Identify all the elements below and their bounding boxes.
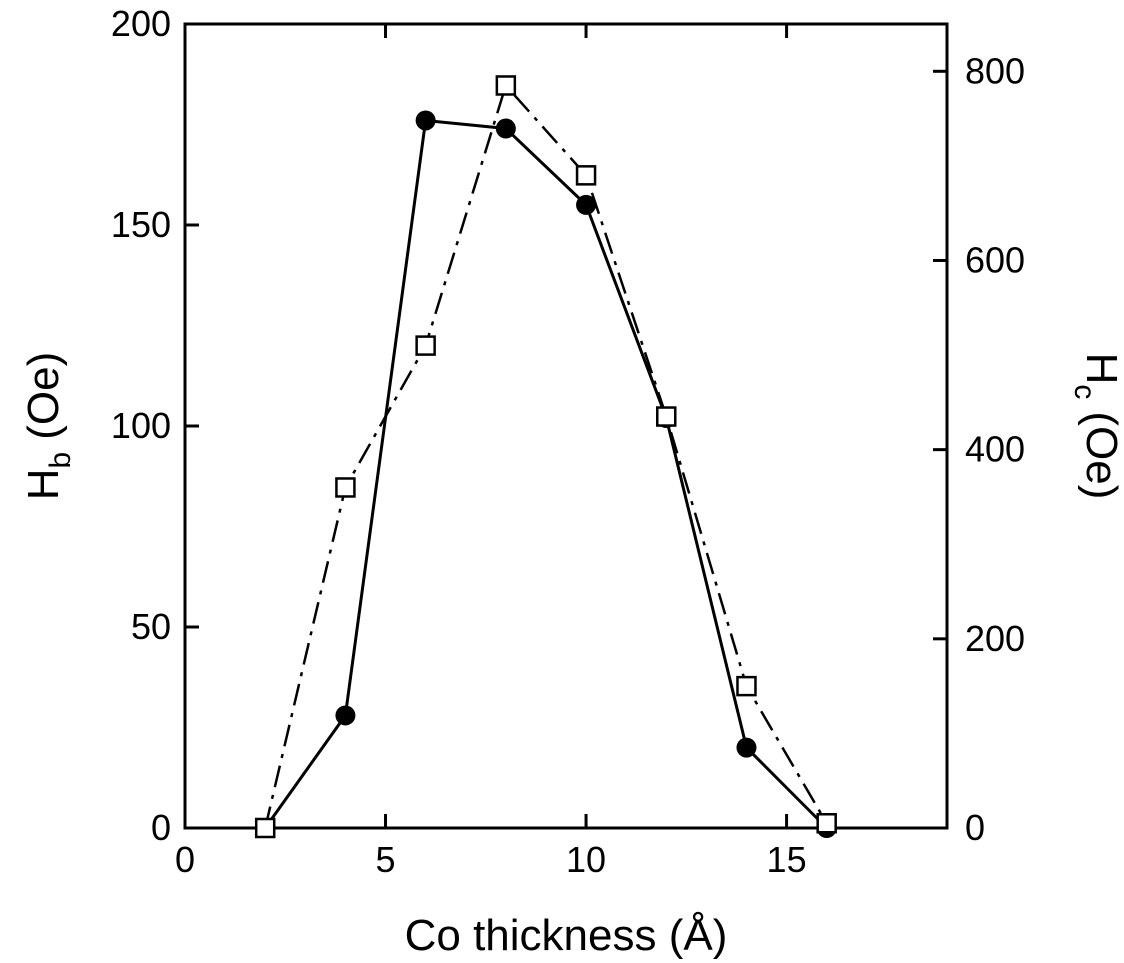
series-2-point	[816, 813, 837, 834]
series-2-point	[736, 675, 757, 697]
svg-text:Hc(Oe): Hc (Oe)	[1068, 353, 1124, 500]
series-2-point	[254, 817, 276, 839]
series-2-point	[656, 406, 677, 427]
right-y-tick-label: 0	[965, 807, 985, 848]
series-1-point	[415, 110, 436, 131]
series-2-point	[415, 335, 436, 356]
x-axis-ticks: 0 5 10 15	[175, 24, 807, 880]
x-tick-label: 5	[376, 839, 396, 880]
right-y-axis-title-sub: c	[1068, 384, 1101, 399]
right-y-axis-title: Hc (Oe)	[1068, 353, 1124, 500]
x-tick-label: 0	[175, 839, 195, 880]
left-y-axis-title-main: H	[19, 468, 68, 500]
right-y-tick-label: 200	[965, 618, 1025, 659]
series-2-line	[263, 83, 828, 829]
series-1-point	[736, 737, 757, 758]
series-layer	[254, 75, 837, 839]
left-y-axis-ticks: 0 50 100 150 200	[111, 3, 199, 848]
series-2-point	[495, 75, 517, 96]
left-y-tick-label: 0	[151, 807, 171, 848]
left-y-tick-label: 100	[111, 405, 171, 446]
right-y-tick-label: 600	[965, 239, 1025, 280]
x-tick-label: 15	[767, 839, 807, 880]
series-1-point	[335, 705, 356, 726]
series-1-point	[495, 118, 516, 139]
right-y-axis-ticks: 0 200 400 600 800	[933, 50, 1025, 848]
series-2-point	[335, 477, 356, 498]
x-tick-label: 10	[566, 839, 606, 880]
left-y-axis-title-sub: b	[44, 452, 77, 469]
right-y-axis-title-unit: (Oe)	[1077, 411, 1124, 499]
right-y-tick-label: 800	[965, 50, 1025, 91]
x-axis-title: Co thickness (Å)	[405, 911, 728, 960]
svg-text:Hb(Oe): Hb (Oe)	[19, 352, 77, 500]
left-y-tick-label: 200	[111, 3, 171, 44]
series-1-line	[263, 118, 828, 830]
series-2-point	[575, 165, 597, 186]
left-y-axis-title-unit: (Oe)	[19, 352, 68, 440]
left-y-tick-label: 150	[111, 204, 171, 245]
series-1-point	[576, 194, 597, 215]
right-y-axis-title-main: H	[1077, 353, 1124, 385]
right-y-tick-label: 400	[965, 429, 1025, 470]
left-y-tick-label: 50	[131, 606, 171, 647]
plot-frame	[183, 22, 949, 830]
left-y-axis-title: Hb (Oe)	[19, 352, 77, 500]
